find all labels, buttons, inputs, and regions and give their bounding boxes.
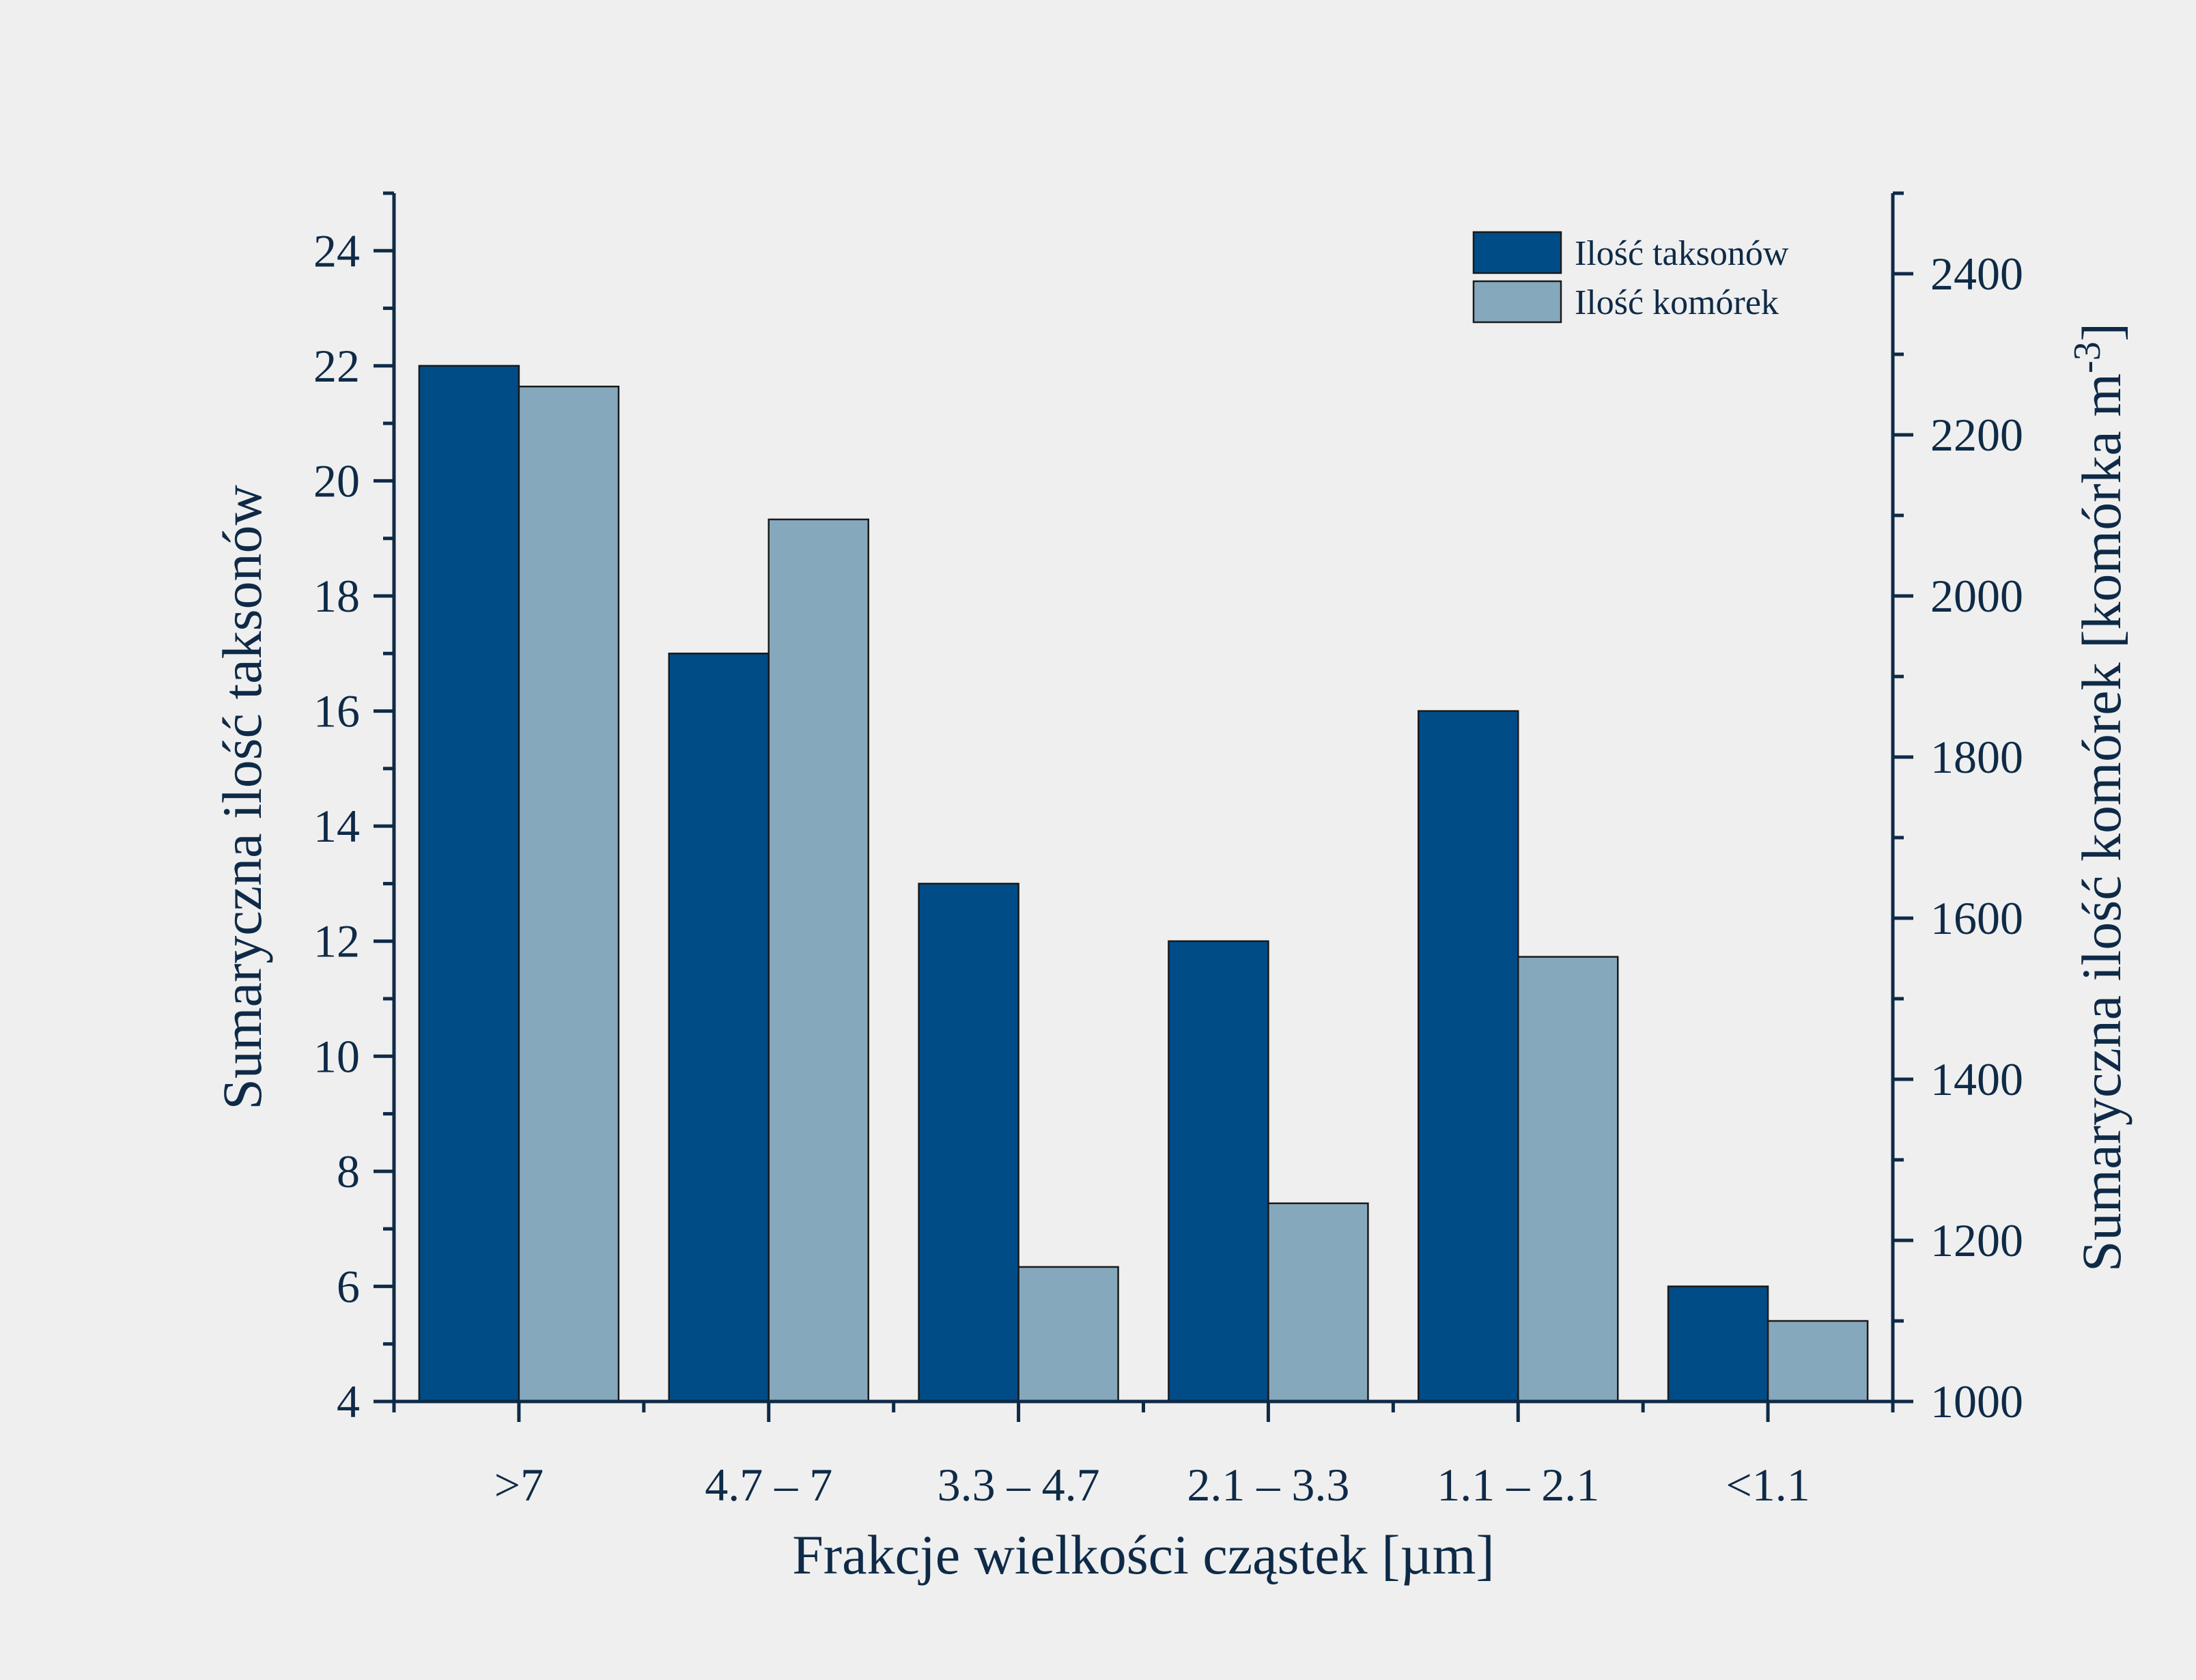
- bar-cells: [1517, 956, 1619, 1403]
- left-tick-label: 16: [313, 685, 360, 737]
- x-axis-title: Frakcje wielkości cząstek [µm]: [792, 1524, 1495, 1586]
- right-tick-label: 1000: [1930, 1376, 2023, 1427]
- legend-swatch: [1472, 280, 1562, 324]
- legend-label: Ilość taksonów: [1575, 234, 1789, 273]
- bar-cells: [768, 518, 869, 1403]
- x-tick-label: >7: [494, 1459, 544, 1511]
- right-tick-label: 2200: [1930, 409, 2023, 461]
- axes-group: [374, 191, 1913, 1422]
- bar-taxa: [1418, 710, 1519, 1403]
- right-axis-title: Sumaryczna ilość komórek [komórka m-3]: [2066, 323, 2132, 1272]
- labels-group: 4 6 8 10 12 14 16 18 20 22 24 1000 1200 1400 1600 1800 2…: [211, 225, 2132, 1586]
- left-axis-title: Sumaryczna ilość taksonów: [211, 485, 273, 1109]
- bar-cells: [1017, 1266, 1119, 1403]
- left-tick-label: 22: [313, 340, 360, 392]
- left-tick-label: 12: [313, 915, 360, 967]
- right-tick-label: 1600: [1930, 892, 2023, 944]
- x-tick-label: 1.1 – 2.1: [1437, 1459, 1599, 1511]
- bar-taxa: [418, 365, 520, 1403]
- legend-label: Ilość komórek: [1575, 283, 1779, 322]
- left-tick-label: 20: [313, 455, 360, 507]
- legend-swatch: [1472, 231, 1562, 274]
- left-tick-label: 8: [337, 1145, 360, 1197]
- bar-taxa: [668, 653, 770, 1403]
- bars-group: [418, 365, 1869, 1403]
- left-tick-label: 10: [313, 1030, 360, 1082]
- bar-taxa: [1168, 940, 1269, 1403]
- right-tick-label: 1400: [1930, 1053, 2023, 1105]
- left-tick-label: 24: [313, 225, 360, 276]
- bar-taxa: [918, 883, 1019, 1403]
- x-tick-label: 2.1 – 3.3: [1187, 1459, 1349, 1511]
- right-tick-label: 2000: [1930, 570, 2023, 622]
- bar-cells: [1267, 1202, 1369, 1403]
- x-tick-label: 4.7 – 7: [705, 1459, 832, 1511]
- right-tick-label: 1200: [1930, 1214, 2023, 1266]
- bar-taxa: [1667, 1285, 1769, 1403]
- left-tick-label: 14: [313, 800, 360, 852]
- right-axis-title-main: Sumaryczna ilość komórek [komórka m: [2070, 373, 2132, 1272]
- right-axis-title-close: ]: [2070, 323, 2132, 341]
- left-tick-label: 4: [337, 1376, 360, 1427]
- right-axis-title-superscript: -3: [2066, 341, 2109, 373]
- right-tick-label: 1800: [1930, 731, 2023, 783]
- legend: Ilość taksonów Ilość komórek: [1472, 231, 1789, 324]
- left-tick-label: 6: [337, 1260, 360, 1312]
- left-tick-label: 18: [313, 570, 360, 622]
- bar-cells: [518, 385, 620, 1403]
- bar-cells: [1766, 1320, 1869, 1403]
- x-tick-label: <1.1: [1726, 1459, 1810, 1511]
- x-tick-label: 3.3 – 4.7: [938, 1459, 1100, 1511]
- right-tick-label: 2400: [1930, 248, 2023, 300]
